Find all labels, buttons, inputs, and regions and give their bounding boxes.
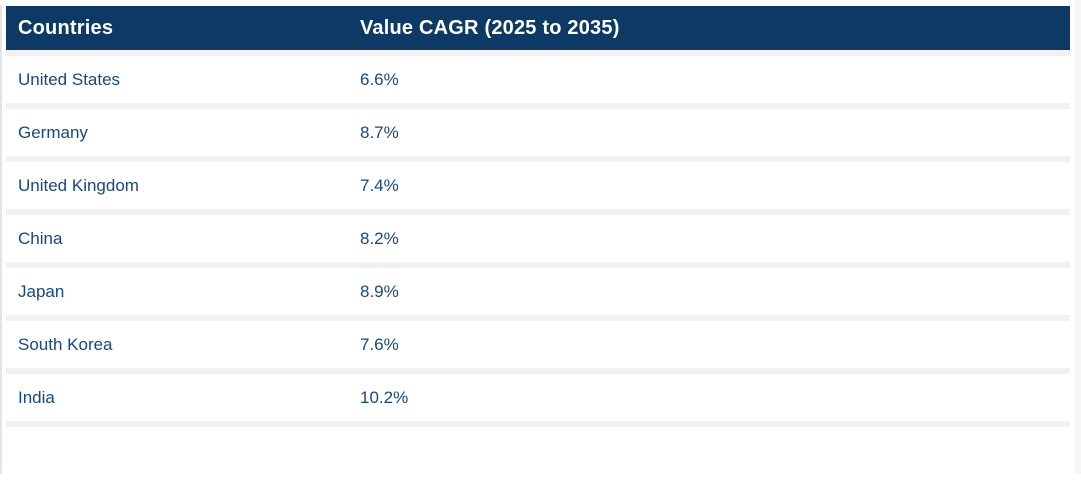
table-header-row: Countries Value CAGR (2025 to 2035) [6, 6, 1070, 56]
country-cell: China [18, 228, 63, 248]
table-row: India 10.2% [6, 374, 1070, 427]
cagr-cell: 6.6% [360, 69, 399, 89]
column-header-countries: Countries [18, 16, 114, 39]
table-row: China 8.2% [6, 215, 1070, 268]
left-edge-divider [0, 5, 2, 474]
cagr-cell: 7.6% [360, 334, 399, 354]
right-edge-divider [1075, 0, 1081, 474]
country-cell: United States [18, 69, 121, 89]
column-header-value-cagr: Value CAGR (2025 to 2035) [360, 16, 620, 39]
country-cell: Japan [18, 281, 65, 301]
cagr-cell: 7.4% [360, 175, 399, 195]
country-cell: Germany [18, 122, 88, 142]
table-row: Germany 8.7% [6, 109, 1070, 162]
table-row: United States 6.6% [6, 56, 1070, 109]
table-row: South Korea 7.6% [6, 321, 1070, 374]
table-row: Japan 8.9% [6, 268, 1070, 321]
cagr-cell: 8.9% [360, 281, 399, 301]
cagr-table: Countries Value CAGR (2025 to 2035) Unit… [6, 6, 1070, 427]
country-cell: India [18, 387, 55, 407]
table-row: United Kingdom 7.4% [6, 162, 1070, 215]
cagr-cell: 10.2% [360, 387, 409, 407]
country-cell: United Kingdom [18, 175, 139, 195]
cagr-cell: 8.2% [360, 228, 399, 248]
country-cell: South Korea [18, 334, 113, 354]
cagr-cell: 8.7% [360, 122, 399, 142]
